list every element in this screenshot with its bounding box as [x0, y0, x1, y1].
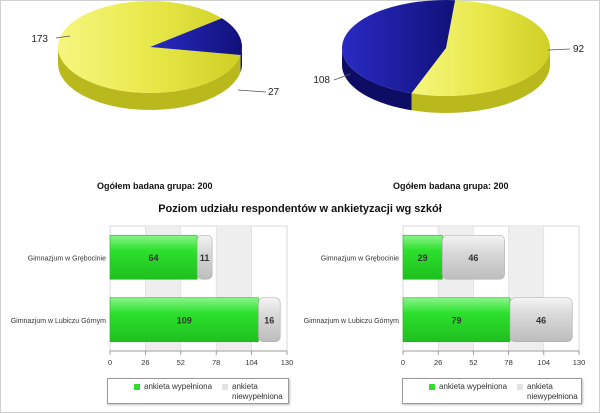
pie-slice-1-0: [411, 0, 550, 97]
legend-label-unfilled: ankieta niewypełniona: [527, 382, 578, 401]
bar-x-tick-label-1-5: 130: [573, 358, 586, 367]
bar-x-tick-label-0-5: 130: [281, 358, 294, 367]
bar-x-tick-label-0-3: 78: [212, 358, 220, 367]
bar-x-tick-label-0-1: 26: [141, 358, 149, 367]
pie-slice-0-0: [58, 0, 241, 93]
legend-right: ankieta wypełniona ankieta niewypełniona: [402, 378, 582, 404]
left-group-total: Ogółem badana grupa: 200: [97, 181, 213, 191]
pie-value-label-0-1: 27: [268, 87, 280, 98]
legend-label-filled: ankieta wypełniona: [144, 382, 213, 391]
legend-label-unfilled: ankieta niewypełniona: [232, 382, 283, 401]
chart-heading: Poziom udziału respondentów w ankietyzac…: [158, 203, 442, 215]
bar-value-label-1-0-0: 29: [418, 253, 428, 263]
bar-category-label-0-1: Gimnazjum w Lubiczu Górnym: [11, 318, 106, 325]
bar-x-tick-label-1-0: 0: [401, 358, 405, 367]
pie-slice-1-1: [341, 0, 456, 94]
bar-value-label-1-1-1: 46: [536, 315, 546, 325]
bar-category-label-1-1: Gimnazjum w Lubiczu Górnym: [304, 318, 399, 325]
bar-x-tick-label-1-1: 26: [434, 358, 442, 367]
bar-value-label-0-0-0: 64: [149, 253, 159, 263]
bar-segment-1-1-1: [509, 297, 573, 343]
bar-value-label-1-0-1: 46: [468, 253, 478, 263]
bar-segment-0-0-1: [196, 234, 213, 280]
legend-swatch-unfilled: [517, 384, 523, 390]
legend-left: ankieta wypełniona ankieta niewypełniona: [107, 378, 289, 404]
bar-x-tick-label-1-4: 104: [538, 358, 551, 367]
bar-category-label-1-0: Gimnazjum w Grębocinie: [321, 255, 399, 262]
bar-segment-1-1-0: [402, 297, 511, 343]
bar-value-label-0-0-1: 11: [200, 253, 210, 263]
bar-x-tick-label-0-4: 104: [245, 358, 258, 367]
pie-side-1-0: [411, 48, 550, 113]
bar-x-tick-label-1-2: 52: [469, 358, 477, 367]
bar-segment-0-1-1: [258, 297, 281, 343]
pie-label-line-1-1: [547, 48, 571, 51]
pie-side-0-0: [58, 47, 241, 110]
pie-label-line-0-0: [55, 35, 71, 39]
pie-value-label-0-0: 173: [31, 34, 48, 45]
pie-label-line-0-1: [237, 89, 267, 93]
bar-value-label-0-1-0: 109: [177, 315, 192, 325]
legend-label-filled: ankieta wypełniona: [439, 382, 508, 391]
bar-x-tick-label-0-0: 0: [108, 358, 112, 367]
bar-segment-1-0-0: [402, 234, 443, 280]
bar-segment-0-1-0: [109, 297, 259, 343]
pie-value-label-1-0: 108: [313, 75, 330, 86]
legend-swatch-unfilled: [222, 384, 228, 390]
bar-x-tick-label-0-2: 52: [177, 358, 185, 367]
pie-side-0-1: [240, 47, 242, 72]
bar-segment-1-0-1: [441, 234, 505, 280]
bar-x-tick-label-1-3: 78: [504, 358, 512, 367]
bar-value-label-0-1-1: 16: [264, 315, 274, 325]
legend-swatch-filled: [429, 384, 435, 390]
pie-side-1-1: [342, 48, 412, 111]
pie-label-line-1-0: [333, 73, 351, 81]
right-group-total: Ogółem badana grupa: 200: [393, 181, 509, 191]
legend-swatch-filled: [134, 384, 140, 390]
pie-slice-0-1: [150, 18, 243, 55]
bar-category-label-0-0: Gimnazjum w Grębocinie: [28, 255, 106, 262]
bar-value-label-1-1-0: 79: [451, 315, 461, 325]
pie-value-label-1-1: 92: [573, 44, 585, 55]
